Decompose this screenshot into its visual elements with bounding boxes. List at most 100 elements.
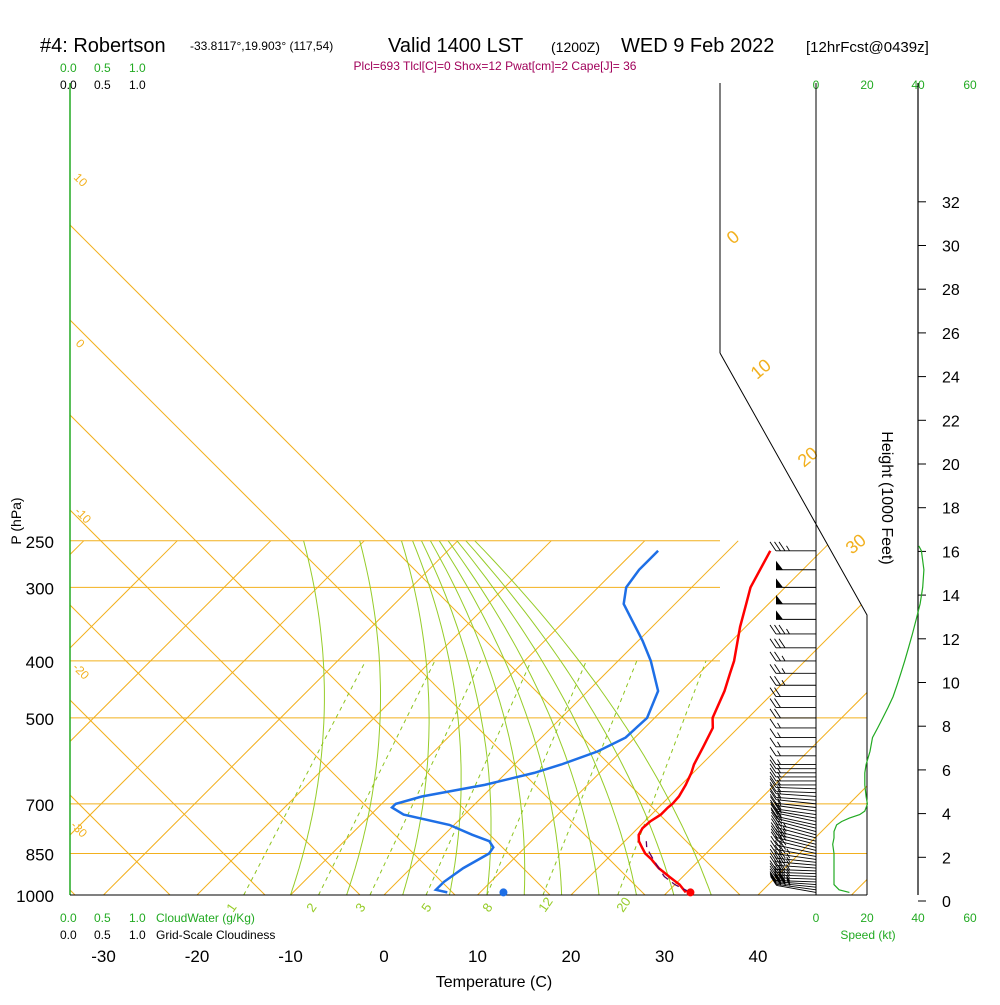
pressure-tick-500: 500: [26, 710, 54, 729]
dry-adiabat-line: [0, 0, 740, 895]
speed-top-green-0: 20: [860, 78, 874, 92]
forecast-info: [12hrFcst@0439z]: [806, 39, 929, 56]
mixing-ratio-label: 12: [535, 894, 556, 914]
wind-barbs: [770, 542, 816, 893]
wind-barb: [770, 698, 816, 707]
isotherm-label: 10: [747, 355, 775, 383]
mixing-ratio-line: [244, 661, 366, 895]
height-tick-30: 30: [942, 239, 960, 256]
isotherm-label: 0: [723, 226, 744, 248]
wind-barb: [770, 772, 816, 781]
isotherm-label: 30: [842, 530, 870, 558]
temp-tick--10: -10: [278, 947, 303, 966]
dry-adiabat-line: [0, 0, 645, 895]
cloud-scale-bottom-black-2: 1.0: [129, 928, 146, 942]
height-tick-24: 24: [942, 370, 960, 387]
cloudwater-label: CloudWater (g/Kg): [156, 911, 255, 925]
cloud-scale-bottom-green-0: 0.0: [60, 911, 77, 925]
height-tick-28: 28: [942, 282, 960, 299]
mixing-ratio-line: [618, 661, 706, 895]
wind-barb: [770, 853, 816, 865]
isotherm-line: [852, 541, 1000, 895]
pressure-tick-850: 850: [26, 845, 54, 864]
station-coords: -33.8117°,19.903° (117,54): [190, 39, 333, 53]
temp-tick-0: 0: [379, 947, 388, 966]
wind-barb: [770, 664, 816, 673]
height-tick-16: 16: [942, 544, 960, 561]
speed-axis-label: Speed (kt): [840, 928, 895, 942]
valid-time: Valid 1400 LST: [388, 35, 523, 57]
wind-speed-line: [833, 546, 924, 893]
mixing-ratio-label: 3: [352, 900, 368, 915]
height-tick-26: 26: [942, 326, 960, 343]
cloud-scale-bottom: 0.0 0.5 1.0 CloudWater (g/Kg) 0.0 0.5 1.…: [60, 911, 275, 942]
mixing-ratio-line: [319, 661, 435, 895]
parcel-line: [646, 841, 690, 892]
speed-top-green-2: 60: [963, 78, 977, 92]
height-tick-2: 2: [942, 850, 951, 867]
surface-temp-dot: [686, 888, 694, 896]
cloud-scale-top-green-0: 0.0: [60, 61, 77, 75]
height-tick-14: 14: [942, 588, 960, 605]
dry-adiabat-label: -30: [68, 818, 90, 840]
temp-tick-30: 30: [655, 947, 674, 966]
pressure-tick-1000: 1000: [16, 887, 54, 906]
dry-adiabat-line: [0, 0, 550, 895]
wind-barb: [770, 542, 816, 551]
pressure-tick-250: 250: [26, 533, 54, 552]
wind-barb: [770, 625, 816, 634]
dry-adiabat-label: -20: [70, 660, 92, 682]
utc-time: (1200Z): [551, 39, 600, 55]
cloud-scale-top-green-2: 1.0: [129, 61, 146, 75]
wind-barb: [770, 738, 816, 747]
dry-adiabat-label: 0: [73, 336, 88, 351]
wind-barb: [770, 788, 816, 800]
thermo-grid: [0, 0, 1000, 895]
cloud-scale-top-green-1: 0.5: [94, 61, 111, 75]
cloud-scale-bottom-green-2: 1.0: [129, 911, 146, 925]
temp-tick-10: 10: [468, 947, 487, 966]
speed-bottom-green: 60: [963, 911, 977, 925]
wind-barb: [770, 729, 816, 738]
cloud-scale-bottom-green-1: 0.5: [94, 911, 111, 925]
pressure-tick-300: 300: [26, 579, 54, 598]
temp-tick--30: -30: [91, 947, 116, 966]
height-axis-label: Height (1000 Feet): [878, 431, 895, 564]
station-title: #4: Robertson: [40, 35, 166, 57]
temp-tick-20: 20: [562, 947, 581, 966]
cloud-scale-bottom-black-1: 0.5: [94, 928, 111, 942]
speed-bottom-black-2: 40: [911, 911, 925, 925]
dewpoint-line: [392, 551, 658, 893]
isotherm-label: 20: [794, 443, 822, 471]
height-tick-0: 0: [942, 894, 951, 911]
mixing-ratio-line: [370, 661, 481, 895]
height-tick-6: 6: [942, 763, 951, 780]
mixing-ratio-label: 8: [479, 900, 495, 915]
wind-barb: [770, 785, 816, 797]
dry-adiabat-line: [0, 0, 75, 895]
wind-barb: [776, 610, 816, 619]
wind-barb: [770, 747, 816, 756]
wind-speed-profile: [833, 546, 924, 893]
wind-barb: [776, 578, 816, 587]
height-tick-4: 4: [942, 807, 951, 824]
height-tick-20: 20: [942, 457, 960, 474]
mixing-ratio-label: 2: [303, 900, 319, 915]
height-tick-22: 22: [942, 413, 960, 430]
cloud-scale-bottom-black-0: 0.0: [60, 928, 77, 942]
valid-date: WED 9 Feb 2022: [621, 35, 774, 57]
height-tick-8: 8: [942, 719, 951, 736]
temperature-axis-label: Temperature (C): [436, 974, 552, 991]
dry-adiabat-label: 10: [71, 170, 91, 190]
mixing-ratio-label: 5: [418, 900, 434, 915]
cloud-scale-top-black-2: 1.0: [129, 78, 146, 92]
wind-barb: [776, 595, 816, 604]
height-tick-32: 32: [942, 195, 960, 212]
surface-dew-dot: [499, 888, 507, 896]
stability-indices: Plcl=693 Tlcl[C]=0 Shox=12 Pwat[cm]=2 Ca…: [354, 59, 637, 73]
dry-adiabat-line: [0, 0, 455, 895]
temp-tick-40: 40: [749, 947, 768, 966]
